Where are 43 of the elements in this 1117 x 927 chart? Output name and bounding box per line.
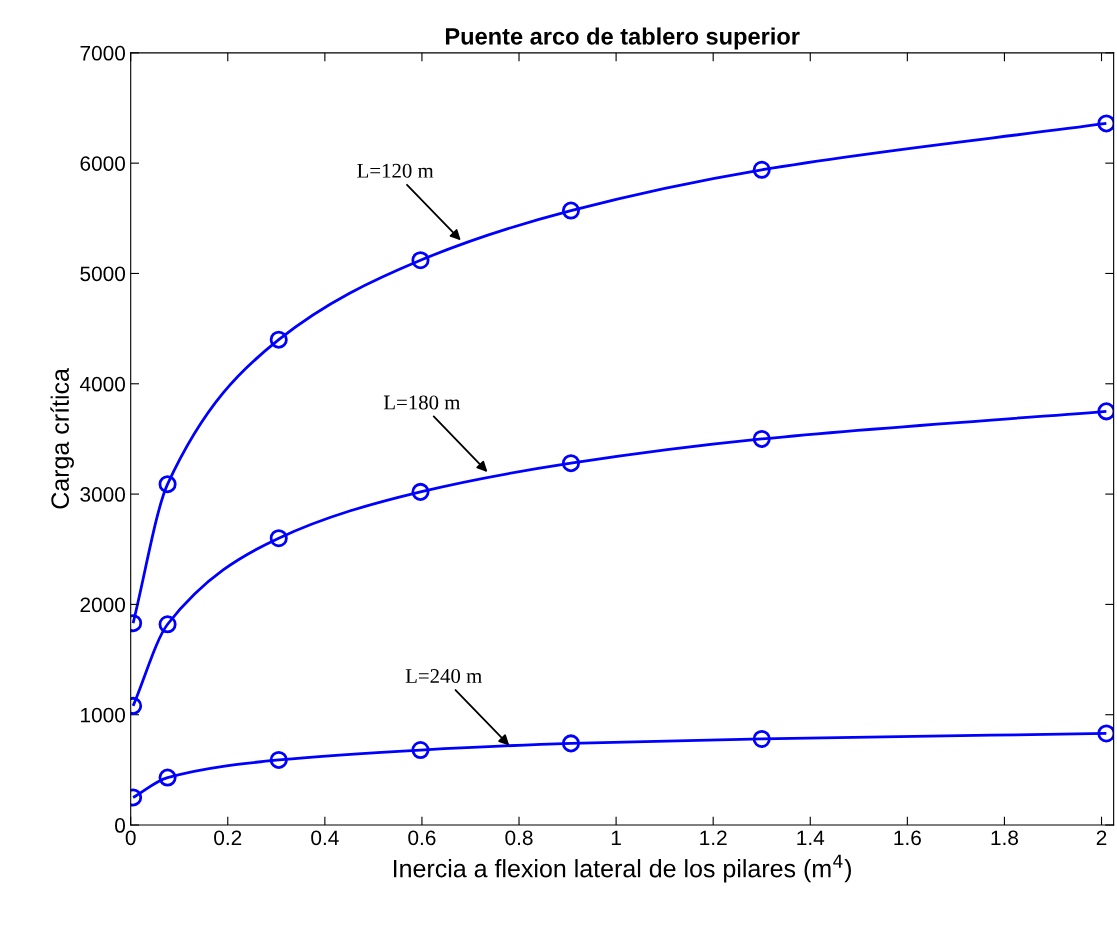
x-tick-label: 0 xyxy=(125,830,136,846)
point xyxy=(411,740,430,760)
y-tick-label: 7000 xyxy=(80,45,126,61)
annotation: L=180 m xyxy=(383,395,461,410)
x-tick-label: 0.6 xyxy=(408,830,436,846)
x-tick-label: 1.6 xyxy=(894,830,921,846)
point xyxy=(269,330,288,349)
point xyxy=(269,750,288,769)
point xyxy=(411,482,430,501)
x-tick-label: 0.4 xyxy=(311,830,339,846)
x-tick-label: 1.2 xyxy=(700,830,727,845)
point xyxy=(1097,402,1114,421)
chart-title: Puente arco de tablero superior xyxy=(445,27,800,50)
point xyxy=(561,201,580,220)
y-tick-label: 2000 xyxy=(80,597,126,613)
point xyxy=(411,251,430,270)
point xyxy=(752,160,771,179)
y-tick-label: 5000 xyxy=(80,266,126,282)
y-tick-label: 0 xyxy=(115,818,126,833)
x-tick-label: 1 xyxy=(611,830,621,845)
point xyxy=(752,729,771,749)
point xyxy=(158,768,177,787)
y-tick-label: 6000 xyxy=(80,156,126,171)
point xyxy=(269,529,288,548)
point xyxy=(561,454,580,473)
point xyxy=(752,429,771,448)
x-axis-title: Inercia a flexion lateral de los pilares (m$^{4}$) xyxy=(393,854,851,883)
y-axis-title: Carga crítica xyxy=(50,368,74,509)
point xyxy=(1097,114,1114,133)
x-tick-label: 2 xyxy=(1096,830,1107,845)
y-tick-label: 4000 xyxy=(79,376,126,392)
x-tick-label: 1.4 xyxy=(797,830,825,845)
y-tick-label: 3000 xyxy=(80,487,126,502)
y-tick-label: 1000 xyxy=(81,707,126,723)
point xyxy=(1097,724,1114,743)
point xyxy=(158,615,177,634)
x-tick-label: 1.8 xyxy=(991,830,1019,846)
annotation: L=240 m xyxy=(405,668,482,684)
x-tick-label: 0.2 xyxy=(214,830,242,846)
x-tick-label: 0.8 xyxy=(505,830,533,846)
point xyxy=(158,475,177,494)
annotation: L=120 m xyxy=(357,163,434,178)
point xyxy=(561,734,580,753)
